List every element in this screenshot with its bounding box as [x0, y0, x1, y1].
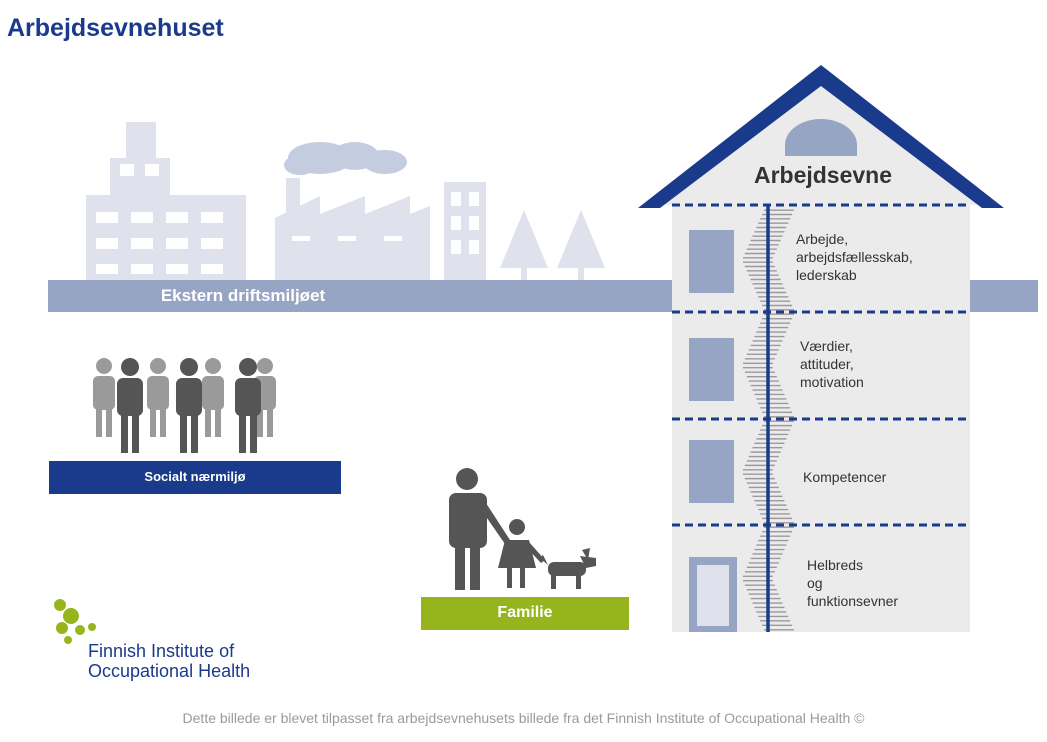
- fioh-logo-icon: [54, 599, 96, 644]
- family-label: Familie: [497, 604, 553, 621]
- floor-1-label: Arbejde, arbejdsfællesskab, lederskab: [796, 231, 913, 283]
- dog-icon: [540, 548, 596, 589]
- fioh-logo-text: Finnish Institute of Occupational Health: [88, 641, 251, 681]
- external-environment-label: Ekstern driftsmiljøet: [160, 286, 326, 305]
- floor-3-label: Kompetencer: [803, 469, 887, 485]
- family-strip: [421, 597, 629, 630]
- house-title: Arbejdsevne: [753, 162, 893, 188]
- floor-2-label: Værdier, attituder, motivation: [800, 338, 864, 390]
- page-title: Arbejdsevnehuset: [7, 14, 224, 42]
- social-environment-strip: [49, 461, 341, 494]
- factory-icon: [275, 142, 430, 285]
- house-roof: [638, 65, 1004, 208]
- social-environment-label: Socialt nærmiljø: [144, 469, 246, 484]
- tower-building-icon: [444, 182, 486, 285]
- attic-window: [785, 119, 857, 156]
- floor-window: [689, 338, 734, 401]
- trees-icon: [500, 210, 605, 282]
- family-icon: [449, 468, 596, 590]
- floor-window: [689, 230, 734, 293]
- floor-dividers: [672, 203, 970, 527]
- city-skyline: [86, 122, 605, 285]
- attribution-footer: Dette billede er blevet tilpasset fra ar…: [182, 710, 865, 726]
- floor-window: [689, 440, 734, 503]
- people-group-icon: [93, 358, 276, 453]
- floor-4-label: Helbreds og funktionsevner: [807, 557, 899, 609]
